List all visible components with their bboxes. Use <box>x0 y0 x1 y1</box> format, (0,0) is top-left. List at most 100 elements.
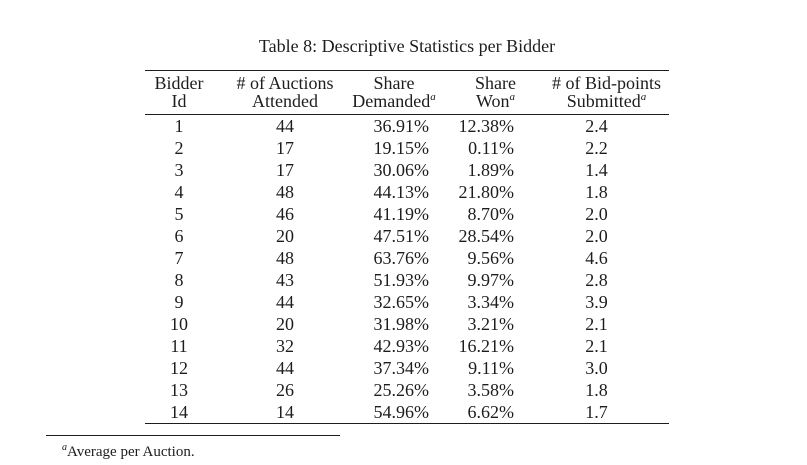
header-row: Bidder Id # of Auctions Attended Share D… <box>145 71 669 115</box>
table-cell-bidder-id: 13 <box>170 380 188 400</box>
table-cell-share-won: 9.11% <box>468 358 514 378</box>
table-cell-share-won: 3.58% <box>467 380 515 400</box>
footnote-marker-superscript: a <box>640 91 647 103</box>
table-cell-bidder-id: 2 <box>174 138 184 158</box>
column-header-line: Bidder <box>154 73 204 93</box>
table-cell-bidder-id: 3 <box>174 160 184 180</box>
table-cell-share-won: 9.56% <box>467 248 515 268</box>
table-cell-bid-points-submitted: 1.8 <box>585 380 608 400</box>
table-cell-bid-points-submitted: 2.0 <box>585 226 608 246</box>
table-cell-auctions-attended: 26 <box>276 380 294 400</box>
column-header-line: Demandeda <box>352 91 436 111</box>
column-header-line: Share <box>373 73 415 93</box>
table-cell-bidder-id: 4 <box>174 182 184 202</box>
table-cell-share-demanded: 44.13% <box>373 182 430 202</box>
table-cell-bid-points-submitted: 3.9 <box>585 292 608 312</box>
column-header-line: # of Auctions <box>236 73 334 93</box>
table-cell-bid-points-submitted: 1.7 <box>585 402 608 422</box>
table-cell-bid-points-submitted: 1.4 <box>585 160 608 180</box>
table-row: 9 44 32.65% 3.34% 3.9 <box>145 291 669 313</box>
table-cell-share-won: 12.38% <box>458 116 515 136</box>
column-header-line: Attended <box>252 91 318 111</box>
column-header-line: Share <box>475 73 516 93</box>
column-header-bidder-id: Bidder Id <box>145 71 229 115</box>
table-cell-auctions-attended: 44 <box>276 292 294 312</box>
table-cell-bid-points-submitted: 2.0 <box>585 204 608 224</box>
table-cell-bidder-id: 7 <box>174 248 184 268</box>
footnote-marker: a <box>62 442 67 453</box>
table-cell-share-won: 28.54% <box>458 226 515 246</box>
table-row: 2 17 19.15% 0.11% 2.2 <box>145 137 669 159</box>
footnote-marker-superscript: a <box>430 91 436 103</box>
table-row: 10 20 31.98% 3.21% 2.1 <box>145 313 669 335</box>
table-cell-share-won: 8.70% <box>467 204 515 224</box>
table-row: 1 44 36.91% 12.38% 2.4 <box>145 115 669 138</box>
column-header-line: # of Bid-points <box>551 73 661 93</box>
table-cell-share-demanded: 25.26% <box>373 380 430 400</box>
table-cell-share-demanded: 41.19% <box>373 204 430 224</box>
table-cell-share-won: 3.21% <box>467 314 515 334</box>
table-cell-auctions-attended: 14 <box>276 402 294 422</box>
table-cell-auctions-attended: 44 <box>276 116 294 136</box>
table-cell-bid-points-submitted: 2.4 <box>585 116 608 136</box>
table-cell-share-demanded: 37.34% <box>373 358 430 378</box>
table-cell-auctions-attended: 32 <box>276 336 294 356</box>
column-header-share-won: Share Wona <box>447 71 544 115</box>
table-cell-auctions-attended: 46 <box>276 204 294 224</box>
table-cell-bidder-id: 12 <box>170 358 188 378</box>
column-header-line: Wona <box>475 91 516 111</box>
table-cell-bid-points-submitted: 2.2 <box>585 138 608 158</box>
table-cell-share-won: 6.62% <box>467 402 515 422</box>
table-cell-share-demanded: 19.15% <box>373 138 430 158</box>
table-cell-bid-points-submitted: 2.8 <box>585 270 608 290</box>
table-cell-bidder-id: 5 <box>174 204 184 224</box>
table-row: 7 48 63.76% 9.56% 4.6 <box>145 247 669 269</box>
table-cell-bidder-id: 10 <box>170 314 188 334</box>
table-row: 14 14 54.96% 6.62% 1.7 <box>145 401 669 424</box>
table-cell-auctions-attended: 20 <box>276 314 294 334</box>
footnote: aAverage per Auction. <box>62 443 195 461</box>
table-cell-share-won: 3.34% <box>467 292 515 312</box>
table-cell-share-demanded: 47.51% <box>373 226 430 246</box>
footnote-rule <box>46 435 340 436</box>
table-row: 5 46 41.19% 8.70% 2.0 <box>145 203 669 225</box>
table-cell-bid-points-submitted: 4.6 <box>585 248 608 268</box>
table-cell-bidder-id: 8 <box>174 270 184 290</box>
column-header-auctions-attended: # of Auctions Attended <box>229 71 341 115</box>
table-cell-bidder-id: 11 <box>170 336 188 356</box>
table-cell-share-won: 9.97% <box>467 270 515 290</box>
table-cell-auctions-attended: 17 <box>276 138 294 158</box>
table-row: 13 26 25.26% 3.58% 1.8 <box>145 379 669 401</box>
table-cell-bidder-id: 14 <box>170 402 188 422</box>
table-cell-share-demanded: 36.91% <box>373 116 430 136</box>
table-cell-auctions-attended: 44 <box>276 358 294 378</box>
table-cell-auctions-attended: 20 <box>276 226 294 246</box>
table-row: 8 43 51.93% 9.97% 2.8 <box>145 269 669 291</box>
table-cell-auctions-attended: 48 <box>276 248 294 268</box>
table-row: 3 17 30.06% 1.89% 1.4 <box>145 159 669 181</box>
table-cell-share-demanded: 42.93% <box>373 336 430 356</box>
table-row: 12 44 37.34% 9.11% 3.0 <box>145 357 669 379</box>
table-header: Bidder Id # of Auctions Attended Share D… <box>145 71 669 115</box>
table-cell-auctions-attended: 43 <box>276 270 294 290</box>
table-cell-share-demanded: 30.06% <box>373 160 430 180</box>
table-row: 6 20 47.51% 28.54% 2.0 <box>145 225 669 247</box>
footnote-text: Average per Auction. <box>67 444 195 460</box>
table-cell-share-won: 16.21% <box>458 336 515 356</box>
table-cell-share-won: 0.11% <box>468 138 514 158</box>
table-cell-share-demanded: 54.96% <box>373 402 430 422</box>
column-header-share-demanded: Share Demandeda <box>341 71 447 115</box>
table-title: Table 8: Descriptive Statistics per Bidd… <box>258 36 556 56</box>
table-cell-auctions-attended: 17 <box>276 160 294 180</box>
table-cell-bid-points-submitted: 2.1 <box>585 336 608 356</box>
table-body: 1 44 36.91% 12.38% 2.4 2 17 19.15% 0.11%… <box>145 115 669 424</box>
table-cell-bidder-id: 9 <box>174 292 184 312</box>
table-cell-bid-points-submitted: 1.8 <box>585 182 608 202</box>
table-cell-share-won: 1.89% <box>467 160 515 180</box>
descriptive-statistics-table: Bidder Id # of Auctions Attended Share D… <box>145 70 669 424</box>
table-cell-share-demanded: 32.65% <box>373 292 430 312</box>
table-cell-auctions-attended: 48 <box>276 182 294 202</box>
column-header-bid-points-submitted: # of Bid-points Submitteda <box>544 71 669 115</box>
table-cell-share-demanded: 63.76% <box>373 248 430 268</box>
table-row: 11 32 42.93% 16.21% 2.1 <box>145 335 669 357</box>
